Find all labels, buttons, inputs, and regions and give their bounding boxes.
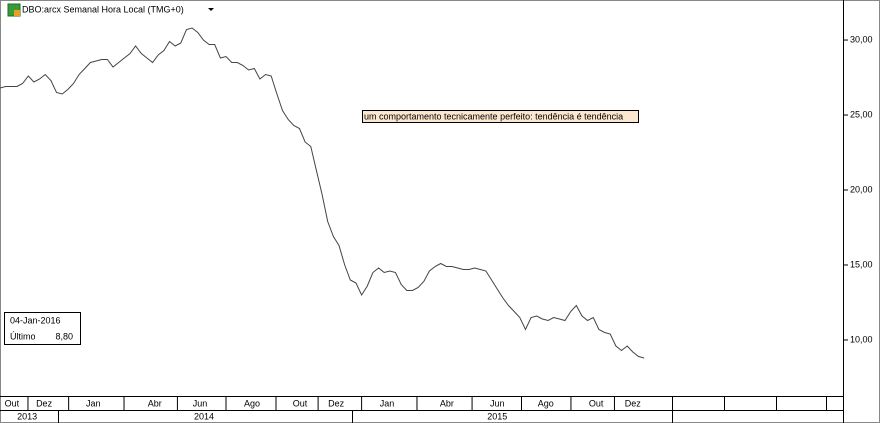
dropdown-arrow[interactable] [208,8,214,11]
year-label: 2015 [487,411,507,421]
x-tick-label: Jun [193,398,208,408]
x-tick-label: Out [293,398,308,408]
y-tick-label: 10,00 [850,334,873,344]
price-line [0,27,645,359]
x-tick-label: Dez [625,398,642,408]
annotation: um comportamento tecnicamente perfeito: … [364,111,623,121]
x-tick-label: Out [5,398,20,408]
x-tick-label: Jan [86,398,101,408]
x-tick-label: Jun [490,398,505,408]
y-tick-label: 30,00 [850,34,873,44]
symbol-icon [14,10,20,16]
y-tick-label: 25,00 [850,109,873,119]
x-tick-label: Dez [36,398,53,408]
chart-title: DBO:arcx Semanal Hora Local (TMG+0) [22,4,184,14]
year-label: 2014 [194,411,214,421]
x-tick-label: Ago [538,398,554,408]
x-tick-label: Abr [148,398,162,408]
info-value: 8,80 [55,331,73,341]
annotation-box [362,110,639,123]
info-label: Último [10,331,36,341]
empty-cells [58,396,827,423]
y-tick-label: 20,00 [850,184,873,194]
info-date: 04-Jan-2016 [10,315,61,325]
y-tick-label: 15,00 [850,259,873,269]
x-tick-label: Dez [328,398,345,408]
x-tick-label: Jan [380,398,395,408]
year-label: 2013 [17,411,37,421]
info-box [4,312,81,345]
x-tick-label: Out [589,398,604,408]
x-tick-label: Abr [440,398,454,408]
x-tick-label: Ago [244,398,260,408]
